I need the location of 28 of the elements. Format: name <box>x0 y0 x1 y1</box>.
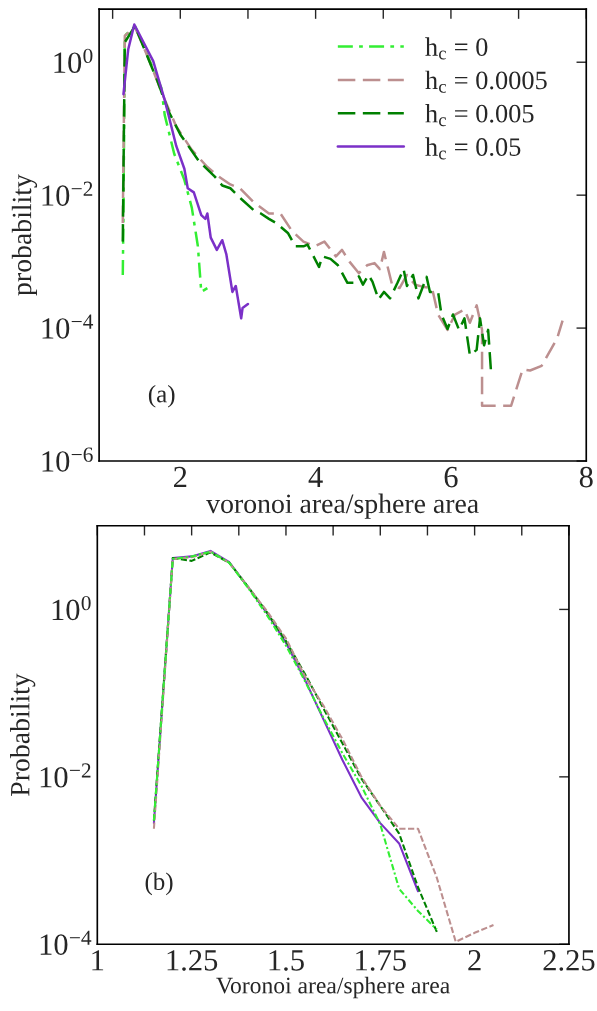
x-axis-title: voronoi area/sphere area <box>206 493 479 519</box>
y-tick-label: 10$^{−2}$ <box>42 181 93 206</box>
y-axis-title: probability <box>11 174 38 296</box>
legend-label: h$_{c}$ = 0 <box>425 37 488 60</box>
legend-label: h$_{c}$ = 0.05 <box>425 137 521 160</box>
y-tick-label: 10$^{−6}$ <box>42 447 93 472</box>
x-tick-label: 1.75 <box>356 950 406 971</box>
x-tick-label: 2 <box>174 466 187 488</box>
legend-label: h$_{c}$ = 0.005 <box>425 104 534 127</box>
y-tick-label: 10$^{−4}$ <box>42 314 94 339</box>
x-tick-label: 2.25 <box>543 950 595 971</box>
annotation: (a) <box>148 384 175 408</box>
x-tick-label: 6 <box>444 466 458 488</box>
y-tick-label: 10$^{0}$ <box>54 48 93 74</box>
x-tick-label: 8 <box>579 466 593 488</box>
y-axis-title: Probability <box>10 673 36 796</box>
x-axis-title: Voronoi area/sphere area <box>216 976 450 999</box>
annotation: (b) <box>145 872 173 896</box>
x-tick-label: 1.5 <box>269 950 304 971</box>
y-tick-label: 10$^{−2}$ <box>40 763 91 788</box>
y-tick-label: 10$^{0}$ <box>52 595 91 621</box>
legend-label: h$_{c}$ = 0.0005 <box>425 70 547 93</box>
x-tick-label: 1.25 <box>167 950 218 971</box>
x-tick-label: 2 <box>468 950 481 971</box>
x-tick-label: 1 <box>92 950 104 971</box>
line-series <box>122 23 250 320</box>
y-tick-label: 10$^{−4}$ <box>40 930 92 955</box>
x-tick-label: 4 <box>308 466 323 488</box>
